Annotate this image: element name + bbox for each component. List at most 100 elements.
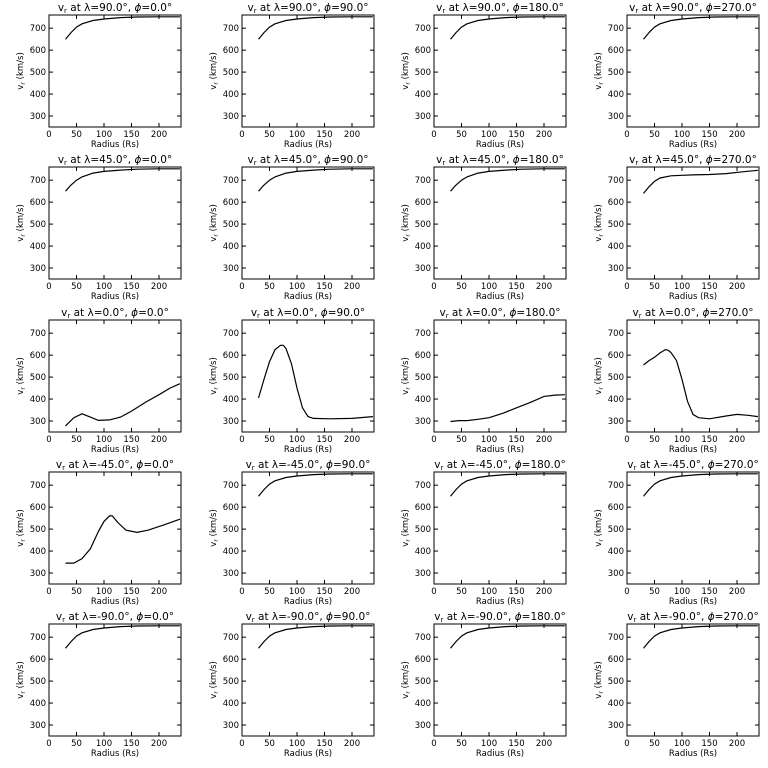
x-tick-label: 200 [536,282,552,292]
x-tick-label: 150 [701,130,717,140]
x-tick-label: 0 [431,435,436,445]
y-tick-label: 600 [415,198,431,208]
plot-frame [241,471,375,585]
y-tick-label: 300 [415,417,431,427]
y-tick-label: 500 [608,525,624,535]
x-tick-label: 0 [624,587,629,597]
y-axis-label: vr (km/s) [209,661,220,699]
x-tick-label: 0 [239,739,244,749]
y-tick-label: 300 [608,721,624,731]
y-axis-label: vr (km/s) [16,509,27,547]
y-tick-label: 700 [223,633,239,643]
x-tick-label: 100 [96,282,112,292]
x-tick-label: 150 [701,587,717,597]
y-tick-label: 300 [415,721,431,731]
y-tick-label: 600 [30,503,46,513]
y-axis-label: vr (km/s) [401,204,412,242]
series-line [258,168,373,192]
y-tick-label: 600 [415,46,431,56]
x-tick-label: 150 [316,587,332,597]
y-tick-label: 500 [415,677,431,687]
x-tick-label: 50 [456,587,467,597]
x-tick-label: 200 [729,282,745,292]
x-tick-label: 50 [71,435,82,445]
panel-title: vr at λ=0.0°, ϕ=0.0° [61,307,169,320]
plot-frame [241,623,375,737]
x-tick-label: 150 [123,587,139,597]
y-axis-label: vr (km/s) [594,204,605,242]
x-tick-label: 100 [481,587,497,597]
y-tick-label: 600 [415,655,431,665]
x-tick-label: 200 [151,130,167,140]
x-tick-label: 50 [649,435,660,445]
x-tick-label: 50 [71,130,82,140]
x-axis-label: Radius (Rs) [91,445,139,455]
panel-1: vr at λ=90.0°, ϕ=90.0° 0 50 100 150 200 300 400… [209,2,375,150]
x-tick-label: 200 [729,130,745,140]
x-tick-label: 150 [316,435,332,445]
panel-title: vr at λ=90.0°, ϕ=180.0° [436,2,564,15]
x-tick-label: 200 [536,587,552,597]
x-axis-label: Radius (Rs) [284,140,332,150]
y-tick-label: 400 [608,547,624,557]
panel-title: vr at λ=0.0°, ϕ=270.0° [632,307,753,320]
y-tick-label: 300 [30,569,46,579]
y-axis-label: vr (km/s) [401,357,412,395]
y-tick-label: 600 [608,503,624,513]
x-tick-label: 0 [431,739,436,749]
x-tick-label: 150 [123,739,139,749]
x-tick-label: 0 [431,587,436,597]
x-tick-label: 50 [264,739,275,749]
x-tick-label: 150 [701,739,717,749]
y-axis-label: vr (km/s) [16,204,27,242]
panel-2: vr at λ=90.0°, ϕ=180.0° 0 50 100 150 200 300 40… [401,2,567,150]
series-line [450,16,565,40]
x-tick-label: 200 [344,435,360,445]
x-tick-label: 150 [316,130,332,140]
panel-title: vr at λ=-45.0°, ϕ=0.0° [56,459,174,472]
x-tick-label: 50 [649,130,660,140]
x-axis-label: Radius (Rs) [669,749,717,759]
panel-title: vr at λ=0.0°, ϕ=90.0° [251,307,365,320]
x-tick-label: 100 [674,435,690,445]
x-tick-label: 200 [536,435,552,445]
x-tick-label: 50 [649,587,660,597]
x-tick-label: 0 [46,587,51,597]
y-tick-label: 300 [223,264,239,274]
plot-frame [241,166,375,280]
x-tick-label: 200 [344,130,360,140]
x-tick-label: 200 [344,587,360,597]
panel-title: vr at λ=45.0°, ϕ=90.0° [247,154,368,167]
y-axis-label: vr (km/s) [594,52,605,90]
x-tick-label: 100 [674,130,690,140]
x-axis-label: Radius (Rs) [91,140,139,150]
y-tick-label: 300 [608,569,624,579]
x-tick-label: 150 [123,130,139,140]
y-tick-label: 600 [223,351,239,361]
x-tick-label: 50 [264,282,275,292]
plot-frame [433,166,567,280]
x-tick-label: 0 [239,587,244,597]
series-line [643,625,758,649]
panel-title: vr at λ=45.0°, ϕ=180.0° [436,154,564,167]
series-line [65,383,181,427]
panel-19: vr at λ=-90.0°, ϕ=270.0° 0 50 100 150 200 300 4… [594,611,760,759]
x-tick-label: 200 [536,130,552,140]
x-tick-label: 100 [96,587,112,597]
y-tick-label: 400 [608,242,624,252]
x-tick-label: 100 [289,739,305,749]
x-tick-label: 100 [481,435,497,445]
plot-frame [626,14,760,128]
x-tick-label: 50 [456,739,467,749]
y-tick-label: 300 [223,112,239,122]
x-axis-label: Radius (Rs) [476,292,524,302]
x-tick-label: 150 [508,435,524,445]
series-line [65,16,180,40]
x-axis-label: Radius (Rs) [91,597,139,607]
x-tick-label: 100 [674,587,690,597]
panel-title: vr at λ=-45.0°, ϕ=180.0° [434,459,566,472]
y-tick-label: 400 [415,699,431,709]
y-tick-label: 700 [608,633,624,643]
y-tick-label: 300 [608,264,624,274]
y-axis-label: vr (km/s) [594,357,605,395]
